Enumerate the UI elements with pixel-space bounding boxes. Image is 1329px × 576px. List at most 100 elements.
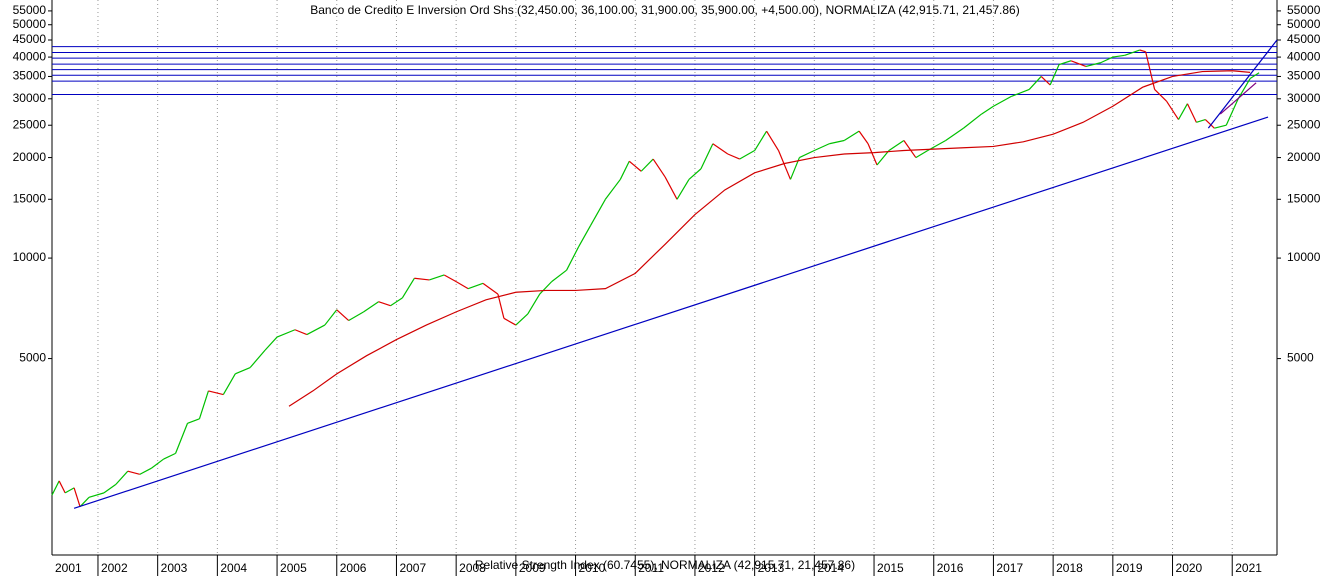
price-segment xyxy=(566,246,580,271)
price-segment xyxy=(945,127,964,141)
price-segment xyxy=(867,143,878,166)
price-segment xyxy=(1204,119,1215,129)
price-segment xyxy=(1100,56,1114,64)
y-tick-label: 40000 xyxy=(13,49,47,63)
price-segment xyxy=(1139,49,1146,53)
price-segment xyxy=(754,130,768,151)
price-segment xyxy=(467,282,484,290)
series-line xyxy=(1219,82,1257,115)
price-segment xyxy=(903,140,917,158)
price-segment xyxy=(766,130,780,151)
y-tick-label: 5000 xyxy=(19,351,46,365)
y-tick-label: 15000 xyxy=(13,191,47,205)
price-segment xyxy=(619,160,630,180)
price-segment xyxy=(888,140,905,152)
price-segment xyxy=(429,274,445,281)
x-tick-label: 2001 xyxy=(55,561,82,575)
price-segment xyxy=(589,198,606,227)
bottom-label: Relative Strength Index (60.7455), NORMA… xyxy=(475,558,855,572)
price-segment xyxy=(378,301,391,307)
y-tick-label: 5000 xyxy=(1287,351,1314,365)
x-tick-label: 2006 xyxy=(340,561,367,575)
price-segment xyxy=(515,313,529,326)
price-segment xyxy=(777,150,792,180)
price-segment xyxy=(700,143,714,170)
y-tick-label: 55000 xyxy=(13,3,47,17)
series-line xyxy=(73,116,1269,509)
x-tick-label: 2020 xyxy=(1176,561,1203,575)
price-segment xyxy=(539,281,553,295)
x-tick-label: 2010 xyxy=(579,561,606,575)
price-segment xyxy=(1186,103,1197,123)
y-tick-label: 50000 xyxy=(1287,17,1321,31)
price-segment xyxy=(1112,54,1125,58)
price-segment xyxy=(876,150,890,166)
price-segment xyxy=(1124,49,1140,56)
y-tick-label: 35000 xyxy=(13,69,47,83)
price-segment xyxy=(294,329,308,336)
price-segment xyxy=(276,329,296,338)
y-tick-label: 25000 xyxy=(1287,117,1321,131)
x-tick-label: 2013 xyxy=(758,561,785,575)
price-segment xyxy=(712,143,729,155)
price-segment xyxy=(858,130,869,145)
price-segment xyxy=(1028,76,1042,90)
price-segment xyxy=(1040,76,1051,86)
price-segment xyxy=(604,179,621,200)
price-segment xyxy=(727,153,740,160)
price-segment xyxy=(401,277,415,299)
price-segment xyxy=(628,160,642,172)
price-segment xyxy=(414,277,430,281)
price-segment xyxy=(336,309,350,321)
price-segment xyxy=(1085,62,1102,68)
series-line xyxy=(288,70,1251,407)
y-tick-label: 30000 xyxy=(13,91,47,105)
price-segment xyxy=(640,158,654,172)
price-segment xyxy=(915,149,929,159)
price-segment xyxy=(1058,60,1072,66)
x-tick-label: 2014 xyxy=(817,561,844,575)
price-segment xyxy=(88,492,105,498)
price-segment xyxy=(1049,64,1060,86)
x-tick-label: 2002 xyxy=(101,561,128,575)
price-segment xyxy=(1166,100,1180,120)
price-segment xyxy=(676,179,690,200)
price-segment xyxy=(264,336,278,351)
x-tick-label: 2015 xyxy=(877,561,904,575)
price-segment xyxy=(306,324,326,336)
price-segment xyxy=(324,309,338,326)
y-tick-label: 20000 xyxy=(1287,150,1321,164)
price-segment xyxy=(963,113,982,129)
price-segment xyxy=(664,176,678,200)
price-segment xyxy=(175,423,189,454)
price-segment xyxy=(139,467,152,475)
price-segment xyxy=(249,349,266,368)
x-tick-label: 2021 xyxy=(1235,561,1262,575)
price-segment xyxy=(739,149,755,160)
price-segment xyxy=(235,366,251,375)
x-tick-label: 2004 xyxy=(220,561,247,575)
price-segment xyxy=(79,496,90,508)
price-segment xyxy=(115,470,129,485)
price-segment xyxy=(799,149,815,159)
x-tick-label: 2012 xyxy=(698,561,725,575)
price-segment xyxy=(551,269,567,283)
price-segment xyxy=(688,168,702,180)
price-segment xyxy=(64,487,75,494)
price-segment xyxy=(187,418,200,424)
price-segment xyxy=(73,487,81,507)
y-tick-label: 55000 xyxy=(1287,3,1321,17)
price-segment xyxy=(127,470,140,475)
price-segment xyxy=(497,293,505,319)
price-segment xyxy=(443,274,457,283)
price-segment xyxy=(843,130,860,142)
price-segment xyxy=(482,282,499,295)
price-segment xyxy=(348,311,364,322)
y-tick-label: 25000 xyxy=(13,117,47,131)
y-tick-label: 10000 xyxy=(1287,250,1321,264)
x-tick-label: 2008 xyxy=(459,561,486,575)
price-segment xyxy=(455,281,469,290)
price-segment xyxy=(363,301,379,313)
